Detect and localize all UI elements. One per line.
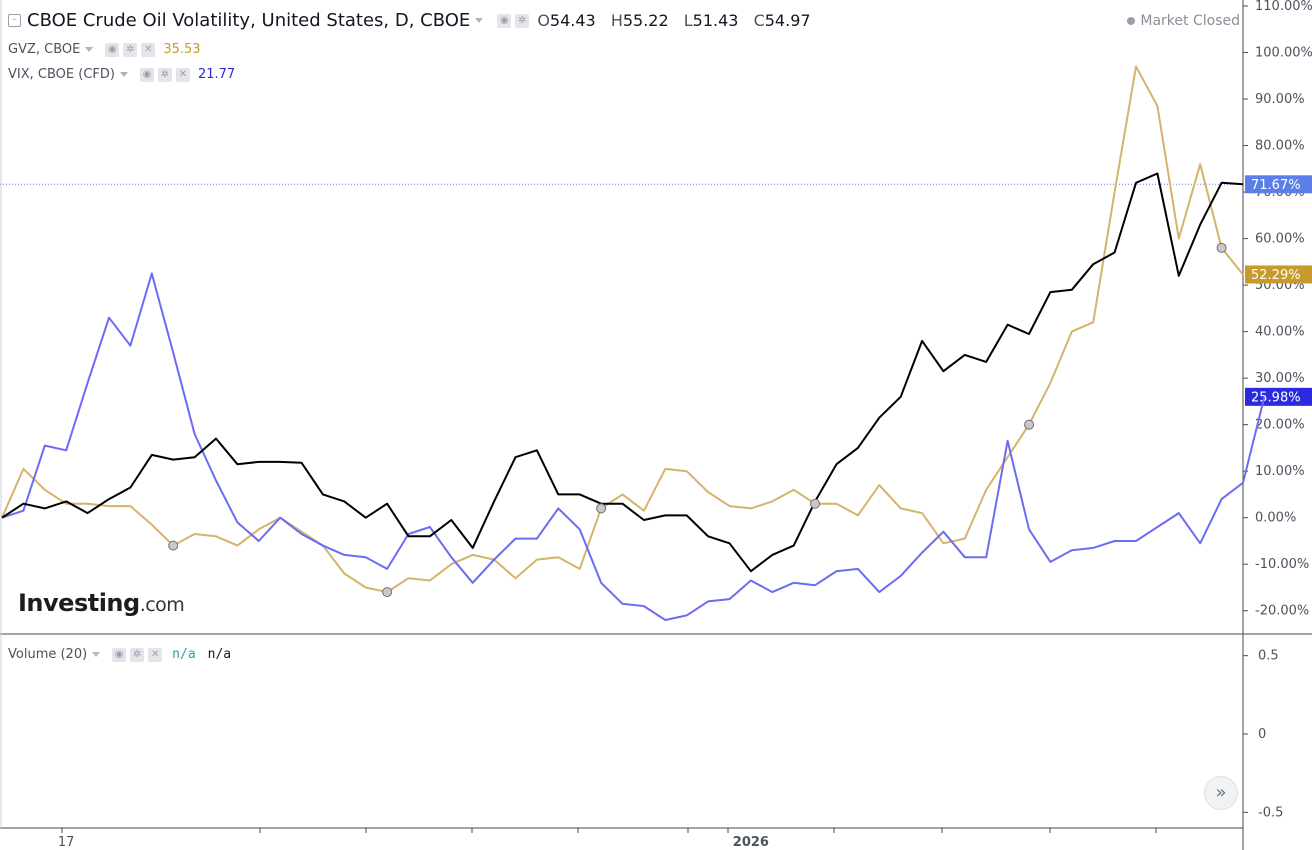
gvz-series-line <box>1 65 1244 594</box>
vix-legend-value: 21.77 <box>197 67 236 82</box>
y-tick-label: 0.00% <box>1255 511 1296 526</box>
y-tick-label: 20.00% <box>1255 418 1305 433</box>
vix-last-value-label-box <box>1245 387 1312 406</box>
y-tick-label: 100.00% <box>1255 46 1312 61</box>
volume-y-tick-label: 0 <box>1258 727 1266 742</box>
logo-suffix: .com <box>139 594 185 616</box>
close-value: 54.97 <box>764 11 811 30</box>
chevron-down-icon[interactable] <box>475 18 484 23</box>
volume-y-tick-label: 0.5 <box>1258 649 1279 664</box>
event-marker-icon <box>810 498 821 509</box>
eye-icon[interactable]: ◉ <box>497 13 512 28</box>
market-status: Market Closed <box>1127 13 1240 29</box>
market-status-text: Market Closed <box>1140 13 1240 29</box>
y-tick-label: 90.00% <box>1255 92 1305 107</box>
volume-value-1: n/a <box>172 647 196 662</box>
volume-y-tick-label: -0.5 <box>1258 805 1283 820</box>
event-marker-icon <box>382 587 393 598</box>
event-marker-icon <box>1024 419 1035 430</box>
y-tick-label: 60.00% <box>1255 232 1305 247</box>
y-tick-label: 80.00% <box>1255 139 1305 154</box>
eye-icon[interactable]: ◉ <box>105 42 120 57</box>
status-dot-icon <box>1127 17 1136 25</box>
close-icon[interactable]: ✕ <box>175 67 190 82</box>
open-value: 54.43 <box>549 11 596 30</box>
ohlc-readout: O54.43 H55.22 L51.43 C54.97 <box>537 11 810 30</box>
ovx-last-value-label: 71.67% <box>1251 178 1301 193</box>
collapse-icon[interactable]: – <box>8 14 21 27</box>
event-marker-icon <box>1216 242 1227 253</box>
open-label: O <box>537 11 550 30</box>
chevron-down-icon[interactable] <box>119 72 128 77</box>
time-axis: 17 2026 <box>58 828 1157 850</box>
gear-icon[interactable]: ✲ <box>130 647 145 662</box>
gvz-legend: GVZ, CBOE ◉ ✲ ✕ 35.53 <box>8 42 201 57</box>
volume-legend-name: Volume (20) <box>8 647 88 662</box>
main-series-legend: – CBOE Crude Oil Volatility, United Stat… <box>8 10 811 31</box>
vix-last-value-label: 25.98% <box>1251 390 1301 405</box>
gear-icon[interactable]: ✲ <box>515 13 530 28</box>
close-icon[interactable]: ✕ <box>141 42 156 57</box>
y-tick-label: -20.00% <box>1255 604 1309 619</box>
eye-icon[interactable]: ◉ <box>139 67 154 82</box>
chevron-down-icon[interactable] <box>92 652 101 657</box>
gvz-legend-value: 35.53 <box>163 42 201 57</box>
gvz-last-value-label-box <box>1245 265 1312 284</box>
y-tick-label: -10.00% <box>1255 557 1309 572</box>
chart-title: CBOE Crude Oil Volatility, United States… <box>27 10 471 31</box>
x-tick-label: 17 <box>58 835 75 850</box>
event-marker-icon <box>596 503 607 514</box>
vix-legend-name: VIX, CBOE (CFD) <box>8 67 115 82</box>
close-label: C <box>753 11 765 30</box>
eye-icon[interactable]: ◉ <box>112 647 127 662</box>
y-tick-label: 110.00% <box>1255 0 1312 14</box>
gear-icon[interactable]: ✲ <box>157 67 172 82</box>
event-marker-icon <box>168 540 179 551</box>
x-tick-label: 2026 <box>733 835 769 850</box>
ovx-last-value-label-box <box>1245 175 1312 194</box>
y-tick-label: 10.00% <box>1255 464 1305 479</box>
volume-legend: Volume (20) ◉ ✲ ✕ n/a n/a <box>8 647 231 662</box>
low-label: L <box>683 11 693 30</box>
y-tick-label: 30.00% <box>1255 371 1305 386</box>
gear-icon[interactable]: ✲ <box>123 42 138 57</box>
chevron-down-icon[interactable] <box>85 47 94 52</box>
vix-series-line <box>1 272 1266 621</box>
logo-main: Investing <box>18 589 140 617</box>
investing-logo: Investing.com <box>18 589 185 617</box>
gvz-last-value-label: 52.29% <box>1251 268 1301 283</box>
volume-value-2: n/a <box>207 647 232 662</box>
volume-axis: 0.5 0 -0.5 <box>1243 649 1283 820</box>
close-icon[interactable]: ✕ <box>148 647 163 662</box>
low-value: 51.43 <box>692 11 739 30</box>
vix-legend: VIX, CBOE (CFD) ◉ ✲ ✕ 21.77 <box>8 67 235 82</box>
series-layer <box>1 65 1266 621</box>
y-tick-label: 40.00% <box>1255 325 1305 340</box>
scroll-to-realtime-button[interactable]: » <box>1204 776 1238 810</box>
high-value: 55.22 <box>622 11 669 30</box>
ovx-series-line <box>1 172 1244 573</box>
high-label: H <box>610 11 623 30</box>
gvz-legend-name: GVZ, CBOE <box>8 42 81 57</box>
